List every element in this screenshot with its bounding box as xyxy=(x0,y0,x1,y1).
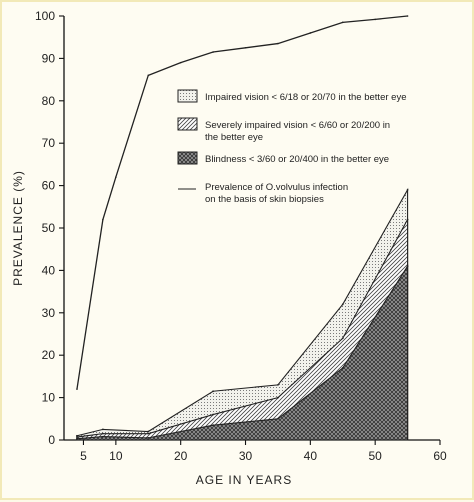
point-impaired xyxy=(406,188,409,191)
point-infection xyxy=(147,74,150,77)
x-tick-label: 60 xyxy=(433,449,447,463)
y-tick-label: 10 xyxy=(42,391,56,405)
y-tick-label: 40 xyxy=(42,263,56,277)
y-tick-label: 50 xyxy=(42,221,56,235)
x-tick-label: 20 xyxy=(174,449,188,463)
point-infection xyxy=(406,15,409,17)
point-infection xyxy=(212,51,214,53)
x-tick-label: 5 xyxy=(80,449,87,463)
x-axis-label: AGE IN YEARS xyxy=(196,473,292,487)
areas xyxy=(76,187,409,441)
point-severe xyxy=(76,436,78,438)
axis-labels: PREVALENCE (%) AGE IN YEARS xyxy=(11,170,292,487)
legend-label-severe: Severely impaired vision < 6/60 or 20/20… xyxy=(205,120,390,131)
point-severe xyxy=(341,337,344,340)
y-tick-label: 100 xyxy=(35,9,55,23)
point-blind xyxy=(277,417,279,420)
legend: Impaired vision < 6/18 or 20/70 in the b… xyxy=(177,89,406,205)
y-tick-label: 20 xyxy=(42,348,56,362)
y-tick-label: 0 xyxy=(48,433,55,447)
legend-label-blind: Blindness < 3/60 or 20/400 in the better… xyxy=(205,154,389,165)
point-infection xyxy=(115,176,117,178)
point-severe xyxy=(277,396,279,399)
point-severe xyxy=(406,218,409,221)
legend-label-impaired: Impaired vision < 6/18 or 20/70 in the b… xyxy=(205,92,406,103)
x-tick-label: 10 xyxy=(109,449,123,463)
legend-label-severe: the better eye xyxy=(205,132,263,143)
point-severe xyxy=(212,413,215,416)
y-axis-label: PREVALENCE (%) xyxy=(11,170,25,286)
legend-swatch-blind xyxy=(177,151,198,165)
point-blind xyxy=(406,265,409,268)
point-blind xyxy=(147,436,150,439)
point-infection xyxy=(102,218,104,221)
point-infection xyxy=(309,32,312,34)
point-severe xyxy=(101,432,104,435)
y-tick-label: 70 xyxy=(42,136,56,150)
point-infection xyxy=(179,61,182,64)
point-infection xyxy=(244,47,247,49)
point-blind xyxy=(76,437,78,440)
point-infection xyxy=(374,18,376,21)
point-impaired xyxy=(101,428,104,431)
point-blind xyxy=(212,424,215,427)
point-severe xyxy=(147,432,150,435)
point-impaired xyxy=(76,434,78,437)
y-tick-label: 30 xyxy=(42,306,56,320)
point-impaired xyxy=(212,390,215,393)
legend-label-infection: Prevalence of O.volvulus infection xyxy=(205,182,348,193)
point-blind xyxy=(341,367,344,369)
point-infection xyxy=(76,388,78,390)
area-blind xyxy=(76,264,409,441)
x-tick-label: 30 xyxy=(239,449,253,463)
y-tick-label: 90 xyxy=(42,51,56,65)
point-infection xyxy=(277,42,279,45)
x-tick-label: 40 xyxy=(304,449,318,463)
legend-swatch-impaired xyxy=(177,89,198,103)
lines xyxy=(76,15,409,390)
y-tick-label: 80 xyxy=(42,94,56,108)
legend-label-infection: on the basis of skin biopsies xyxy=(205,194,324,205)
point-blind xyxy=(101,435,104,438)
line-infection xyxy=(76,15,408,390)
point-impaired xyxy=(341,303,344,306)
x-tick-label: 50 xyxy=(368,449,382,463)
legend-swatch-severe xyxy=(177,117,198,131)
y-tick-label: 60 xyxy=(42,179,56,193)
point-impaired xyxy=(147,430,150,433)
point-impaired xyxy=(277,383,279,386)
point-infection xyxy=(341,21,344,24)
axes: 0 10 20 30 40 50 60 70 80 90 100 5 10 20 30 40 50 60 xyxy=(35,9,447,463)
